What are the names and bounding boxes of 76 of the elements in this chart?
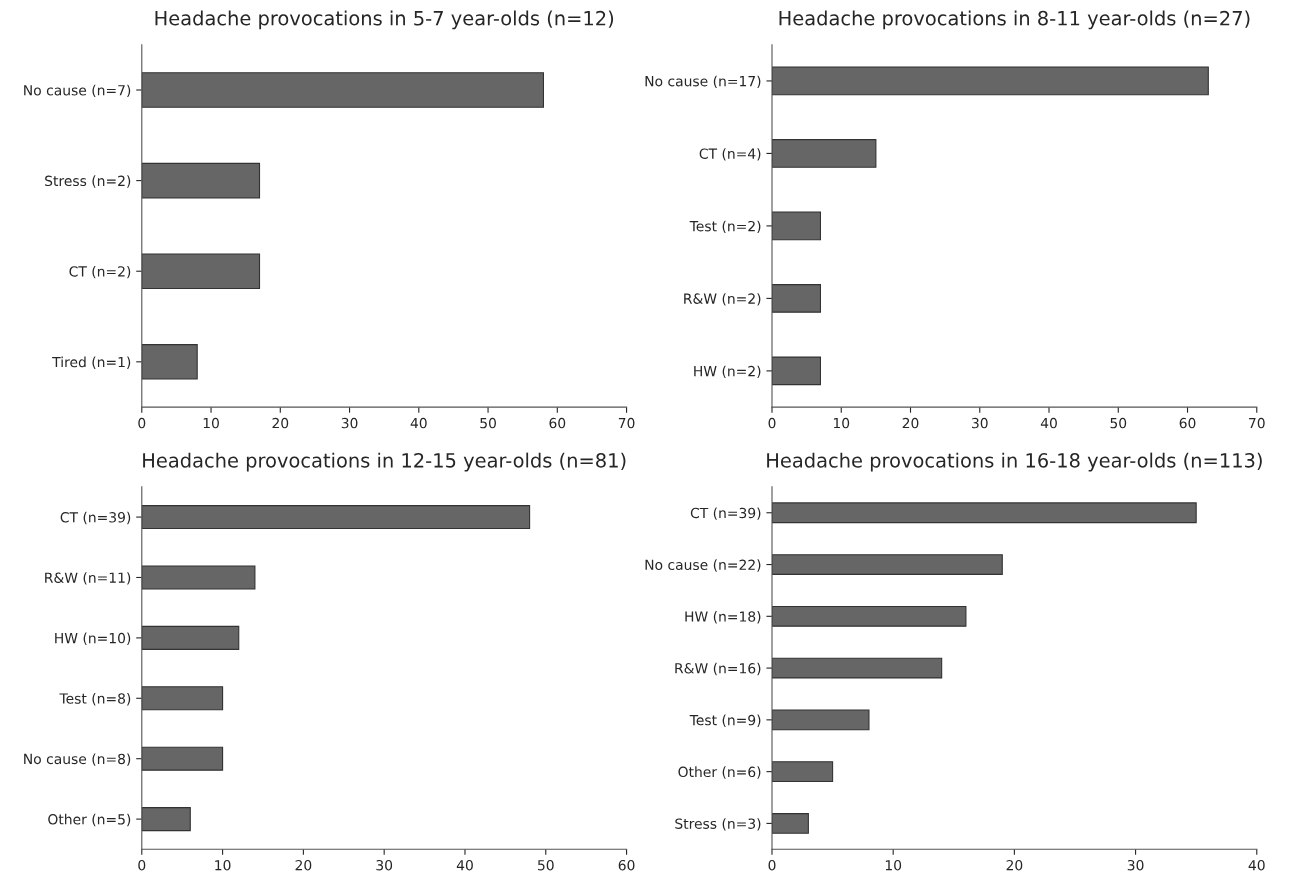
x-tick-label: 0 bbox=[768, 417, 776, 429]
x-tick-label: 10 bbox=[203, 417, 219, 429]
bar bbox=[141, 505, 531, 530]
bar bbox=[772, 554, 1003, 575]
x-tick-label: 60 bbox=[618, 859, 635, 871]
y-tick-label: No cause (n=8) bbox=[24, 753, 131, 766]
x-tick-label: 70 bbox=[1249, 417, 1265, 429]
bar bbox=[141, 686, 224, 711]
x-tick-label: 0 bbox=[138, 417, 146, 429]
chart-title: Headache provocations in 16-18 year-olds (n=113) bbox=[767, 452, 1262, 472]
x-tick-label: 10 bbox=[885, 859, 902, 871]
chart-title: Headache provocations in 8-11 year-olds (n=27) bbox=[779, 10, 1250, 30]
chart-title: Headache provocations in 5-7 year-olds (n=12) bbox=[155, 10, 614, 30]
y-tick-label: CT (n=39) bbox=[690, 507, 761, 520]
x-tick-label: 20 bbox=[295, 859, 312, 871]
bar bbox=[141, 807, 191, 832]
x-tick-label: 70 bbox=[618, 417, 635, 429]
y-tick-label: HW (n=18) bbox=[685, 611, 761, 624]
x-tick-label: 20 bbox=[1006, 859, 1023, 871]
x-tick-label: 50 bbox=[538, 859, 554, 871]
bar bbox=[141, 746, 224, 771]
y-tick-label: Test (n=9) bbox=[689, 714, 761, 727]
x-tick-label: 20 bbox=[272, 417, 289, 429]
y-tick-label: No cause (n=22) bbox=[645, 559, 761, 572]
bar bbox=[141, 162, 261, 199]
y-tick-label: Stress (n=2) bbox=[45, 175, 131, 188]
bar bbox=[772, 709, 870, 731]
x-tick-label: 20 bbox=[902, 417, 919, 429]
x-tick-label: 30 bbox=[341, 417, 358, 429]
y-tick-label: HW (n=10) bbox=[55, 632, 131, 645]
y-tick-label: No cause (n=7) bbox=[24, 84, 131, 98]
y-tick-label: No cause (n=17) bbox=[645, 75, 761, 89]
x-tick-label: 30 bbox=[376, 859, 393, 871]
bar bbox=[141, 565, 256, 590]
bar bbox=[772, 66, 1209, 96]
y-tick-label: R&W (n=16) bbox=[675, 662, 761, 676]
y-tick-label: CT (n=4) bbox=[699, 148, 761, 161]
x-tick-label: 30 bbox=[1127, 859, 1144, 871]
bar bbox=[141, 625, 240, 650]
x-tick-label: 40 bbox=[410, 417, 427, 429]
x-tick-label: 40 bbox=[1248, 859, 1265, 871]
bar bbox=[772, 761, 834, 783]
y-tick-label: Stress (n=3) bbox=[675, 818, 761, 831]
bar bbox=[772, 813, 809, 834]
x-tick-label: 50 bbox=[1110, 417, 1127, 429]
bar bbox=[141, 253, 261, 289]
y-tick-label: HW (n=2) bbox=[694, 365, 761, 378]
x-tick-label: 30 bbox=[971, 417, 988, 429]
x-tick-label: 40 bbox=[1040, 417, 1057, 429]
y-tick-label: Other (n=6) bbox=[678, 766, 761, 779]
y-tick-label: R&W (n=2) bbox=[684, 293, 761, 306]
x-tick-label: 0 bbox=[138, 859, 146, 871]
bar bbox=[772, 139, 877, 168]
x-tick-label: 10 bbox=[215, 859, 231, 871]
bar bbox=[772, 502, 1197, 524]
x-tick-label: 40 bbox=[456, 859, 473, 871]
x-tick-label: 60 bbox=[549, 417, 566, 429]
x-tick-label: 10 bbox=[833, 417, 850, 429]
x-tick-label: 50 bbox=[480, 417, 496, 429]
y-tick-label: Other (n=5) bbox=[48, 813, 131, 827]
bar bbox=[772, 605, 967, 627]
bar bbox=[141, 72, 545, 108]
bar bbox=[772, 657, 943, 679]
bar bbox=[772, 284, 822, 313]
bar bbox=[141, 344, 198, 380]
bar bbox=[772, 211, 822, 241]
y-tick-label: Test (n=8) bbox=[59, 693, 131, 706]
x-tick-label: 0 bbox=[768, 859, 776, 871]
bar bbox=[772, 356, 822, 386]
y-tick-label: CT (n=2) bbox=[69, 265, 131, 279]
y-tick-label: Test (n=2) bbox=[689, 220, 761, 234]
y-tick-label: R&W (n=11) bbox=[45, 572, 131, 585]
chart-title: Headache provocations in 12-15 year-olds (n=81) bbox=[143, 452, 626, 472]
y-tick-label: Tired (n=1) bbox=[52, 356, 131, 369]
y-tick-label: CT (n=39) bbox=[60, 511, 131, 525]
x-tick-label: 60 bbox=[1179, 417, 1196, 429]
